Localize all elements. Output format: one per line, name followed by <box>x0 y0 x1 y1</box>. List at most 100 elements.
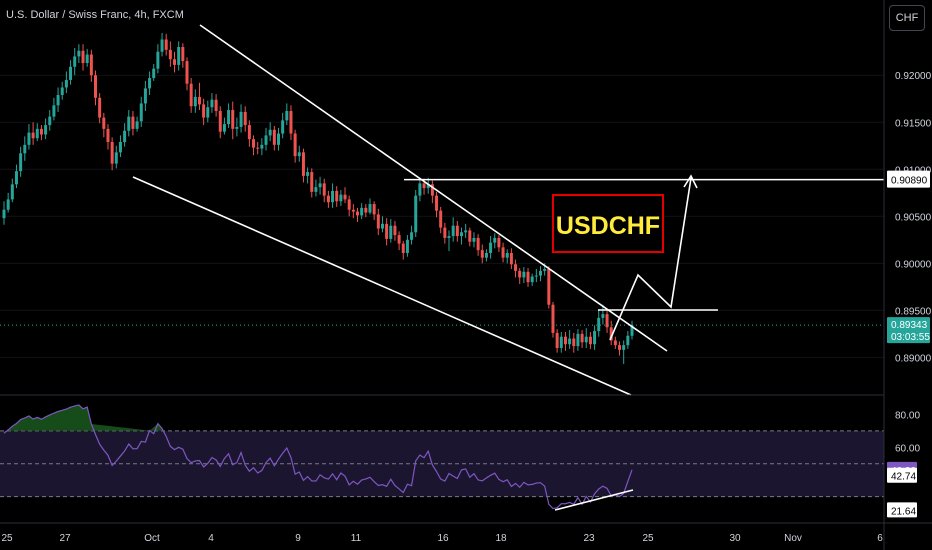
candle-body <box>364 207 368 213</box>
candle-body <box>23 144 27 154</box>
candle-body <box>185 61 189 84</box>
candle-body <box>539 270 543 276</box>
time-tick-label: 30 <box>729 533 741 544</box>
candle-body <box>464 230 468 233</box>
candle-body <box>580 333 584 343</box>
candle-body <box>247 125 251 140</box>
candle-body <box>555 332 559 348</box>
target-level-tag <box>887 170 930 188</box>
candle-body <box>480 250 484 258</box>
candle-body <box>256 147 260 149</box>
candle-body <box>73 56 77 67</box>
candle-body <box>335 190 339 202</box>
symbol-title: U.S. Dollar / Swiss Franc, 4h, FXCM <box>6 9 184 21</box>
annotation-text: USDCHF <box>556 212 660 240</box>
candle-body <box>530 276 534 283</box>
candle-body <box>405 239 409 253</box>
candle-body <box>331 190 335 203</box>
candle-body <box>48 116 52 126</box>
candle-body <box>514 264 518 271</box>
candle-body <box>401 243 405 253</box>
candle-body <box>181 47 185 62</box>
last-price-label: 0.89343 <box>891 320 928 331</box>
candle-body <box>422 183 426 189</box>
candle-body <box>235 126 239 129</box>
candle-body <box>543 268 547 271</box>
candle-body <box>484 252 488 258</box>
candle-body <box>426 184 430 189</box>
candle-body <box>285 110 289 121</box>
candle-body <box>489 242 493 253</box>
time-tick-label: 11 <box>351 533 362 544</box>
currency-button[interactable]: CHF <box>889 5 925 31</box>
candle-body <box>593 331 597 345</box>
rsi-pane <box>0 404 884 511</box>
price-tick-label: 0.89500 <box>895 306 932 317</box>
time-tick-label: 27 <box>59 533 71 544</box>
time-tick-label: Oct <box>144 533 160 544</box>
time-tick-label: 16 <box>437 533 449 544</box>
candle-body <box>306 172 310 176</box>
candle-body <box>476 237 480 251</box>
candle-body <box>326 195 330 203</box>
candle-body <box>85 54 89 64</box>
rsi-low-label: 21.64 <box>891 506 916 517</box>
candle-body <box>397 235 401 244</box>
time-tick-label: Nov <box>784 533 802 544</box>
price-pane-grid <box>0 74 884 358</box>
candle-body <box>135 121 139 129</box>
candle-body <box>472 237 476 242</box>
countdown-label: 03:03:55 <box>891 332 930 343</box>
candle-body <box>630 325 634 336</box>
candle-body <box>551 304 555 333</box>
candle-body <box>106 128 110 143</box>
candle-body <box>343 194 347 200</box>
candle-body <box>193 96 197 107</box>
candle-body <box>264 135 268 145</box>
candle-body <box>260 144 264 149</box>
candle-body <box>214 99 218 111</box>
candle-body <box>218 110 222 132</box>
candle-body <box>39 128 43 135</box>
candle-body <box>435 195 439 211</box>
candle-body <box>455 225 459 237</box>
candle-body <box>27 132 31 145</box>
candle-body <box>568 338 572 345</box>
candle-body <box>272 129 276 145</box>
annotation-box <box>552 194 664 253</box>
candle-body <box>69 66 73 80</box>
candle-body <box>2 209 6 219</box>
candle-body <box>252 139 256 148</box>
candle-body <box>605 314 609 328</box>
candle-body <box>98 97 102 118</box>
candle-body <box>622 345 626 350</box>
candle-body <box>509 252 513 265</box>
candle-body <box>613 340 617 346</box>
candle-body <box>173 59 177 65</box>
candle-body <box>89 54 93 76</box>
candle-body <box>439 210 443 228</box>
candle-body <box>360 207 364 216</box>
candle-body <box>389 225 393 239</box>
candle-body <box>505 252 509 258</box>
rsi-line <box>3 404 633 510</box>
candle-body <box>301 152 305 176</box>
candle-body <box>347 199 351 210</box>
candle-body <box>268 129 272 136</box>
candle-body <box>322 183 326 196</box>
candle-body <box>93 75 97 98</box>
candle-body <box>493 237 497 243</box>
candle-body <box>64 79 68 88</box>
candle-body <box>206 107 210 118</box>
time-tick-label: 23 <box>583 533 595 544</box>
candle-body <box>501 247 505 258</box>
candle-body <box>156 51 160 69</box>
candle-body <box>56 94 60 106</box>
time-tick-label: 18 <box>495 533 507 544</box>
candle-body <box>318 183 322 188</box>
rsi-tick-label: 60.00 <box>895 443 920 454</box>
candle-body <box>239 111 243 127</box>
candle-body <box>584 336 588 343</box>
candle-body <box>393 225 397 236</box>
